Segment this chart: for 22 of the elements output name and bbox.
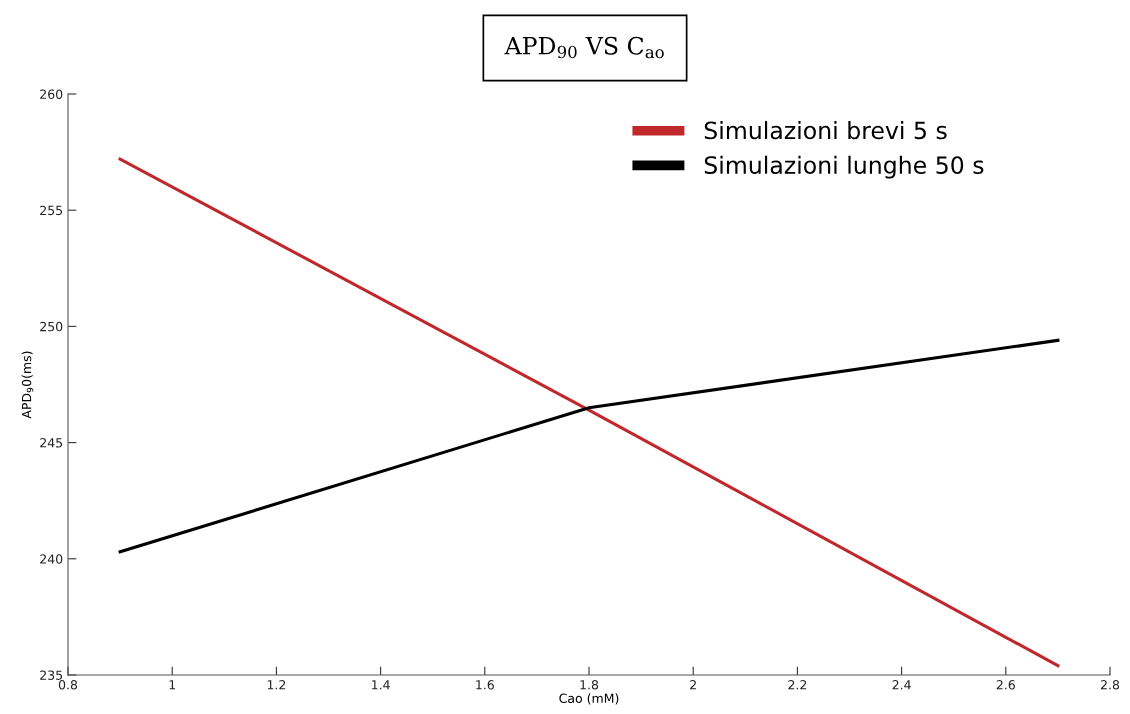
y-tick-label: 240 [40, 554, 63, 564]
x-tick-label: 2.4 [892, 680, 911, 690]
x-tick-label: 2.2 [788, 680, 807, 690]
y-tick-label: 260 [40, 89, 63, 99]
y-tick-label: 245 [40, 438, 63, 448]
x-tick-label: 1.6 [476, 680, 494, 690]
x-axis-title: Cao (mM) [559, 693, 619, 705]
x-tick-label: 2.6 [996, 680, 1015, 690]
x-tick-label: 1.8 [580, 680, 599, 690]
x-tick-label: 0.8 [58, 680, 78, 690]
x-tick-label: 1.4 [372, 680, 390, 690]
x-tick-label: 1 [169, 680, 176, 690]
y-axis-title: APD$_{9}$0(ms) [21, 351, 34, 419]
y-tick-label: 235 [40, 670, 63, 680]
x-tick-label: 2.8 [1100, 680, 1120, 690]
chart-title: APD$_{90}$ VS C$_{ao}$ [504, 36, 664, 59]
legend-label: Simulazioni brevi 5 s [704, 121, 947, 140]
x-tick-label: 1.2 [267, 680, 286, 690]
y-tick-label: 255 [40, 205, 63, 216]
x-tick-label: 2 [690, 680, 696, 690]
y-tick-label: 250 [40, 321, 63, 332]
legend-label: Simulazioni lunghe 50 s [704, 155, 984, 179]
